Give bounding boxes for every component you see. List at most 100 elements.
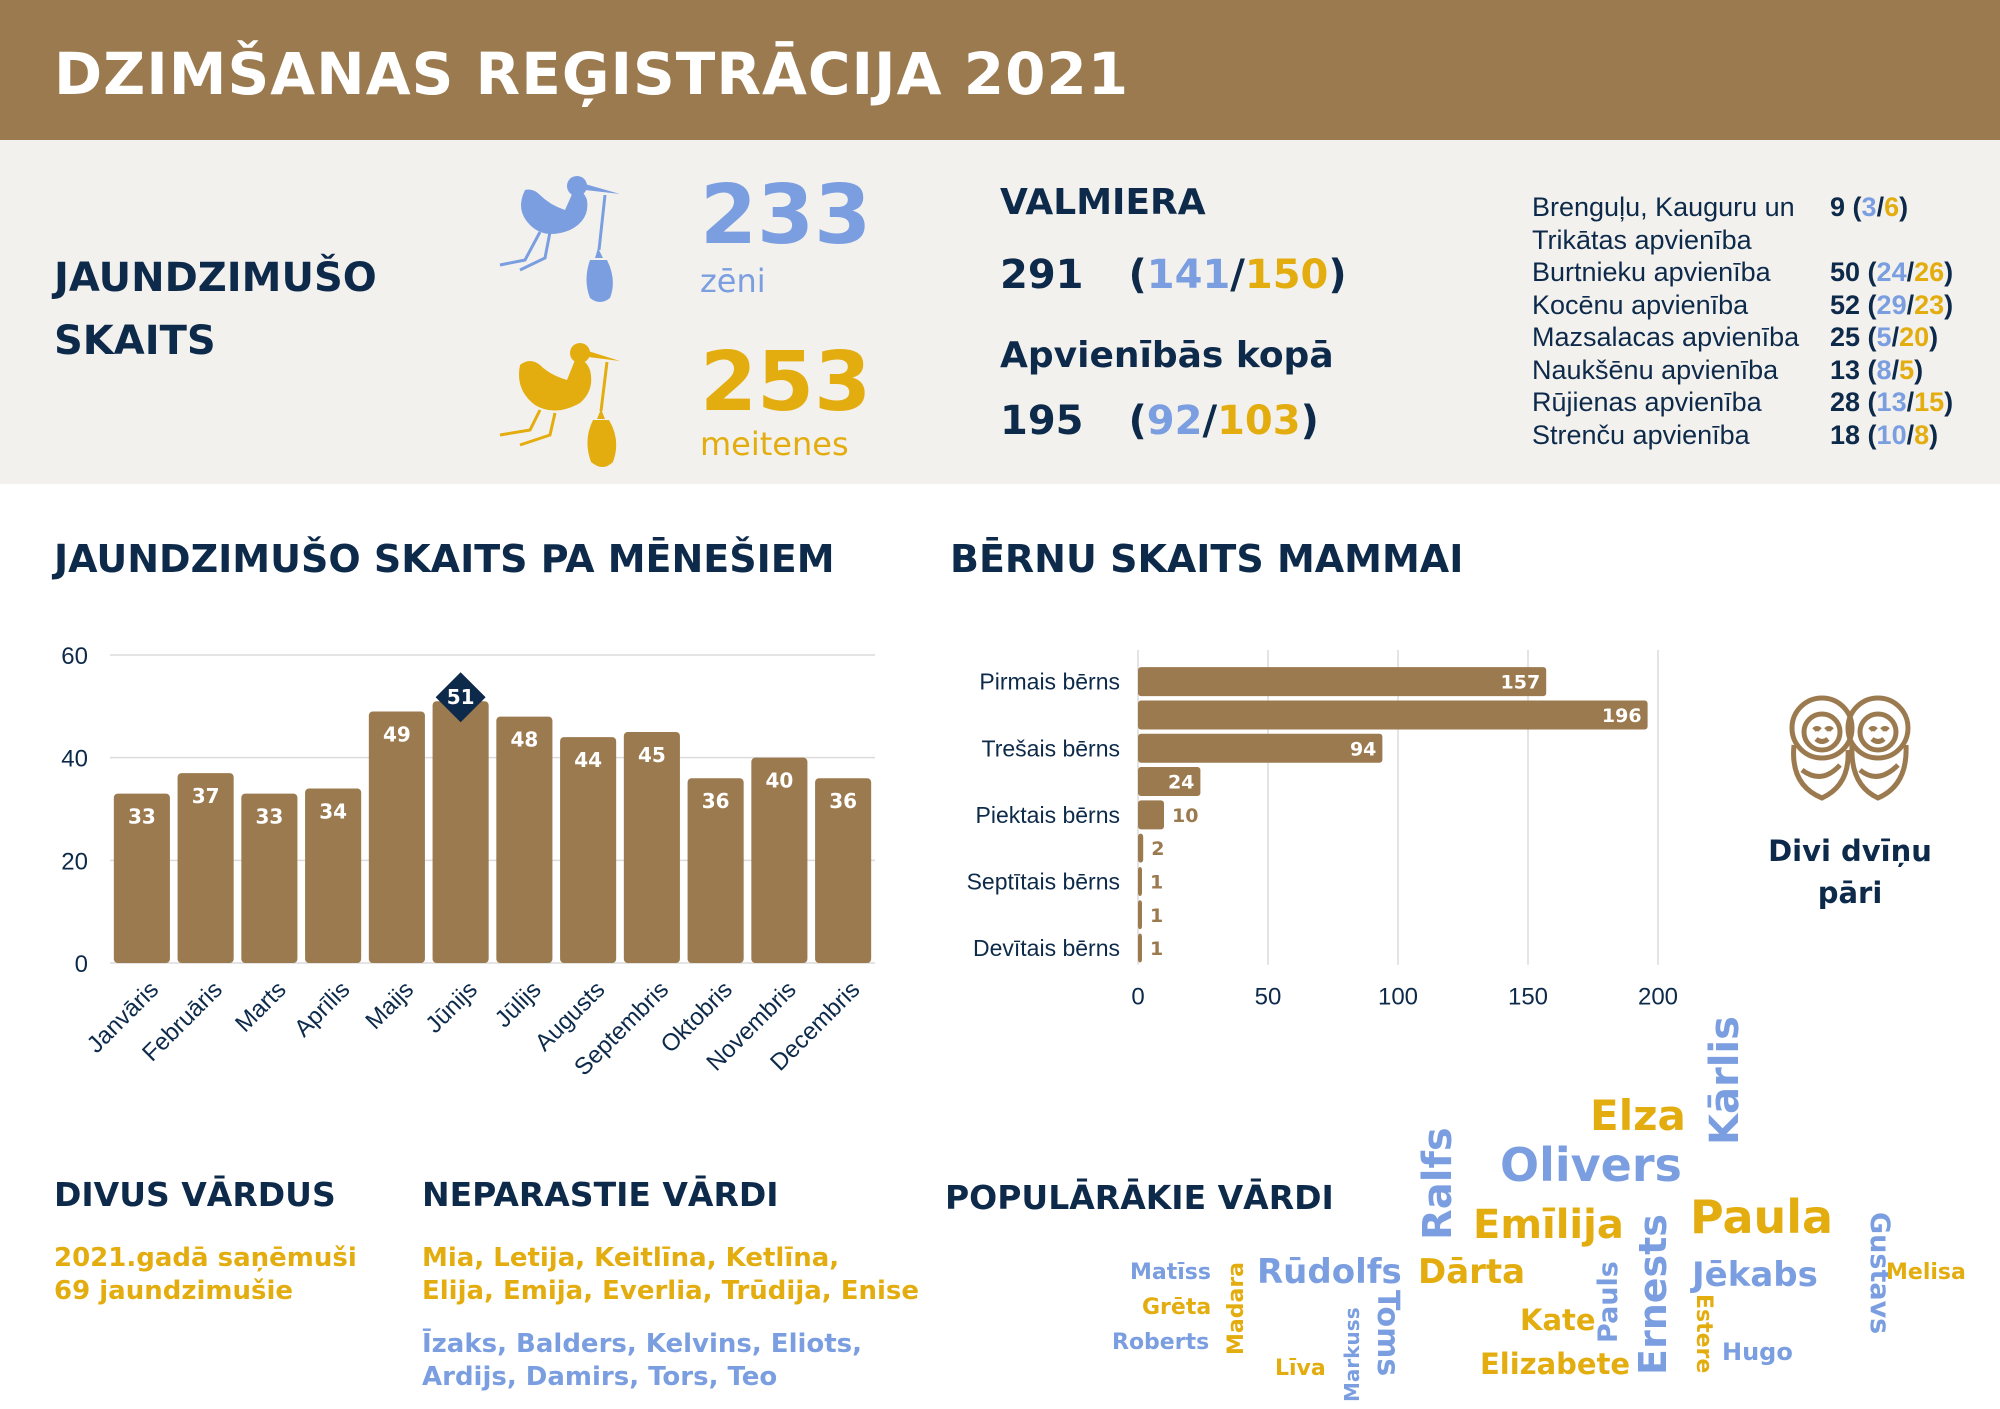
region-boys: 29	[1876, 289, 1907, 320]
bar-value-label: 157	[1501, 672, 1541, 694]
region-name: Rūjienas apvienība	[1532, 387, 1762, 417]
bar	[496, 716, 553, 963]
region-name: Naukšēnu apvienība	[1532, 354, 1779, 385]
region-girls: 26	[1914, 257, 1945, 287]
x-tick-label: Jūlijs	[490, 976, 547, 1033]
region-boys: 13	[1876, 387, 1907, 417]
stork-blue-icon	[499, 176, 620, 302]
x-tick-label: 0	[1131, 984, 1144, 1010]
x-tick-label: Maijs	[360, 976, 419, 1035]
bar-value-label: 36	[702, 789, 730, 813]
unusual-boys-names: Īzaks, Balders, Kelvins, Eliots, Ardijs,…	[422, 1328, 862, 1394]
twins-label: Divi dvīņu pāri	[1710, 830, 1990, 914]
word-melisa: Melisa	[1886, 1260, 1966, 1285]
word-madara: Madara	[1224, 1261, 1249, 1355]
y-tick-label: 40	[61, 746, 88, 773]
bar	[1138, 700, 1648, 730]
union-girls: 103	[1217, 398, 1301, 444]
bar	[751, 757, 808, 963]
bar	[1138, 767, 1201, 797]
mother-chart-title: BĒRNU SKAITS MAMMAI	[950, 537, 1464, 581]
bar	[1138, 933, 1142, 963]
word-hugo: Hugo	[1722, 1338, 1793, 1366]
x-tick-label: 150	[1508, 984, 1548, 1010]
bar	[1138, 900, 1142, 930]
word-emilija: Emīlija	[1473, 1202, 1624, 1248]
region-value: 18 (10/8)	[1830, 419, 1939, 450]
unusual-boys-line2: Ardijs, Damirs, Tors, Teo	[422, 1362, 778, 1392]
bar	[368, 711, 425, 963]
y-category-label: Septītais bērns	[967, 868, 1120, 894]
mother-bar-chart: 0 50 100 150 200 157 Pirmais bērns 196 94 Trešais…	[967, 650, 1678, 1010]
bar-value-label: 37	[192, 784, 220, 808]
highlight-marker	[435, 672, 486, 723]
boys-count: 233	[700, 168, 872, 263]
word-greta: Grēta	[1142, 1295, 1212, 1320]
union-total: 195	[1000, 398, 1084, 444]
union-boys: 92	[1146, 398, 1203, 444]
word-roberts: Roberts	[1112, 1330, 1210, 1355]
y-tick-label: 0	[75, 951, 88, 978]
page-title: DZIMŠANAS REĢISTRĀCIJA 2021	[54, 40, 1130, 108]
region-name: Burtnieku apvienība	[1532, 257, 1771, 287]
region-name: Strenču apvienība	[1532, 419, 1750, 450]
word-elizabete: Elizabete	[1480, 1347, 1631, 1381]
valmiera-stats: 291 (141/150)	[1000, 252, 1347, 298]
valmiera-girls: 150	[1244, 252, 1329, 298]
x-tick-label: 100	[1378, 984, 1418, 1010]
bar-value-label: 2	[1151, 838, 1164, 860]
bar-value-label: 33	[255, 805, 283, 829]
word-ernests: Ernests	[1631, 1214, 1675, 1375]
union-stats: 195 (92/103)	[1000, 398, 1319, 444]
word-paula: Paula	[1690, 1190, 1834, 1244]
boys-label: zēni	[700, 262, 766, 300]
two-names-line2: 69 jaundzimušie	[54, 1276, 293, 1306]
region-name: Trikātas apvienība	[1532, 224, 1752, 255]
region-total: 13	[1830, 354, 1861, 385]
region-girls: 20	[1899, 322, 1930, 352]
region-name: Brenguļu, Kauguru un	[1532, 192, 1795, 222]
bar	[432, 701, 489, 963]
x-tick-label: Marts	[230, 976, 292, 1038]
bar-value-label: 94	[1350, 738, 1376, 760]
monthly-bar-chart: 020406033Janvāris37Februāris33Marts34Apr…	[61, 643, 875, 1081]
word-markuss: Markuss	[1340, 1307, 1364, 1402]
region-value: 25 (5/20)	[1830, 322, 1939, 352]
bar-value-label: 33	[128, 805, 156, 829]
monthly-chart-title: JAUNDZIMUŠO SKAITS PA MĒNEŠIEM	[54, 537, 835, 581]
region-value: 50 (24/26)	[1830, 257, 1954, 287]
bar-value-label: 1	[1150, 938, 1163, 960]
stork-gold-icon	[499, 343, 620, 467]
region-total: 18	[1830, 419, 1861, 450]
bar-value-label: 36	[829, 789, 857, 813]
bar-value-label: 34	[319, 799, 347, 823]
bar	[623, 732, 680, 963]
region-total: 28	[1830, 387, 1861, 417]
region-name: Mazsalacas apvienība	[1532, 322, 1800, 352]
bar	[1138, 733, 1383, 763]
x-tick-label: Aprīlis	[289, 976, 355, 1042]
y-tick-label: 60	[61, 643, 88, 670]
bar-value-label: 48	[510, 728, 538, 752]
y-category-label: Piektais bērns	[976, 802, 1120, 828]
word-jekabs: Jēkabs	[1692, 1255, 1818, 1295]
unusual-girls-names: Mia, Letija, Keitlīna, Ketlīna, Elija, E…	[422, 1242, 919, 1308]
x-tick-label: 50	[1255, 984, 1282, 1010]
x-tick-label: Jūnijs	[420, 976, 482, 1038]
word-pauls: Pauls	[1593, 1261, 1624, 1343]
region-girls: 15	[1914, 387, 1945, 417]
union-title: Apvienībās kopā	[1000, 335, 1334, 376]
bar	[177, 773, 234, 963]
popular-names-title: POPULĀRĀKIE VĀRDI	[945, 1178, 1334, 1217]
bar-value-label: 49	[383, 722, 411, 746]
two-names-title: DIVUS VĀRDUS	[54, 1175, 336, 1214]
region-boys: 10	[1876, 419, 1907, 450]
twins-label-line1: Divi dvīņu	[1768, 834, 1932, 868]
bar-value-label: 196	[1602, 705, 1642, 727]
newborns-heading-line2: SKAITS	[54, 318, 216, 364]
girls-label: meitenes	[700, 425, 849, 463]
girls-count: 253	[700, 335, 872, 430]
newborns-heading-line1: JAUNDZIMUŠO	[54, 255, 377, 301]
region-girls: 5	[1899, 354, 1915, 385]
region-boys: 3	[1861, 192, 1877, 222]
